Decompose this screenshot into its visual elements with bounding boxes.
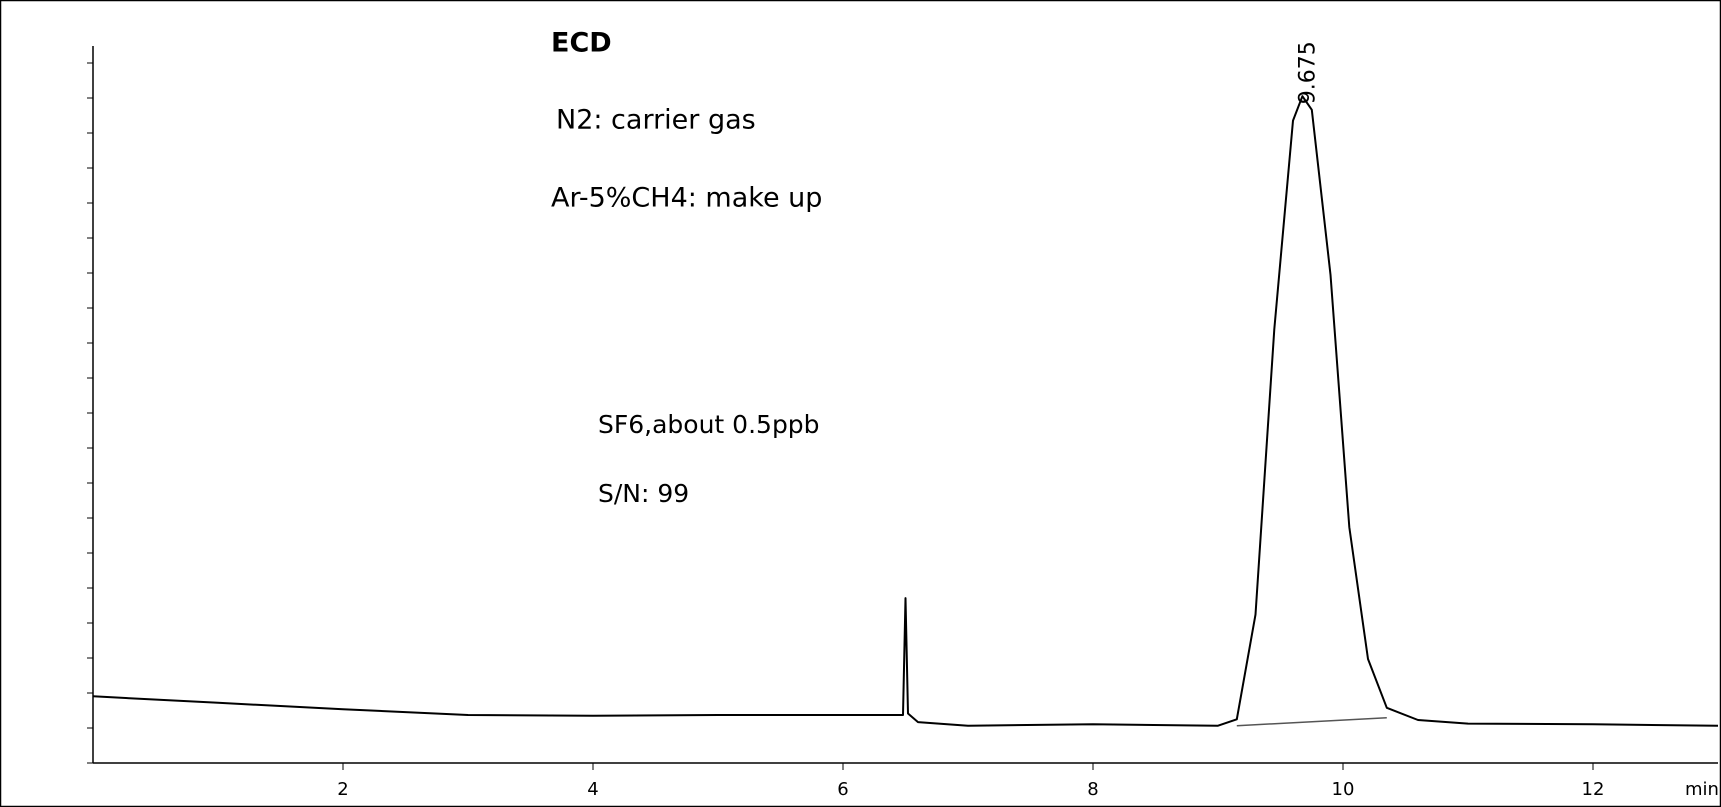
annotation: Ar-5%CH4: make up — [551, 183, 822, 214]
annotation: S/N: 99 — [598, 479, 689, 508]
x-axis-label: min — [1685, 779, 1719, 800]
x-tick-label: 12 — [1582, 779, 1605, 800]
x-tick-label: 10 — [1332, 779, 1355, 800]
annotation: ECD — [551, 28, 612, 59]
x-tick-label: 4 — [587, 779, 598, 800]
baseline-line — [1236, 717, 1387, 727]
annotation: SF6,about 0.5ppb — [598, 410, 820, 439]
x-tick-label: 8 — [1087, 779, 1098, 800]
x-tick-label: 2 — [337, 779, 348, 800]
x-tick-label: 6 — [837, 779, 848, 800]
signal-line — [92, 95, 1719, 727]
annotation: N2: carrier gas — [556, 105, 756, 136]
peak-label: 9.675 — [1295, 41, 1320, 104]
